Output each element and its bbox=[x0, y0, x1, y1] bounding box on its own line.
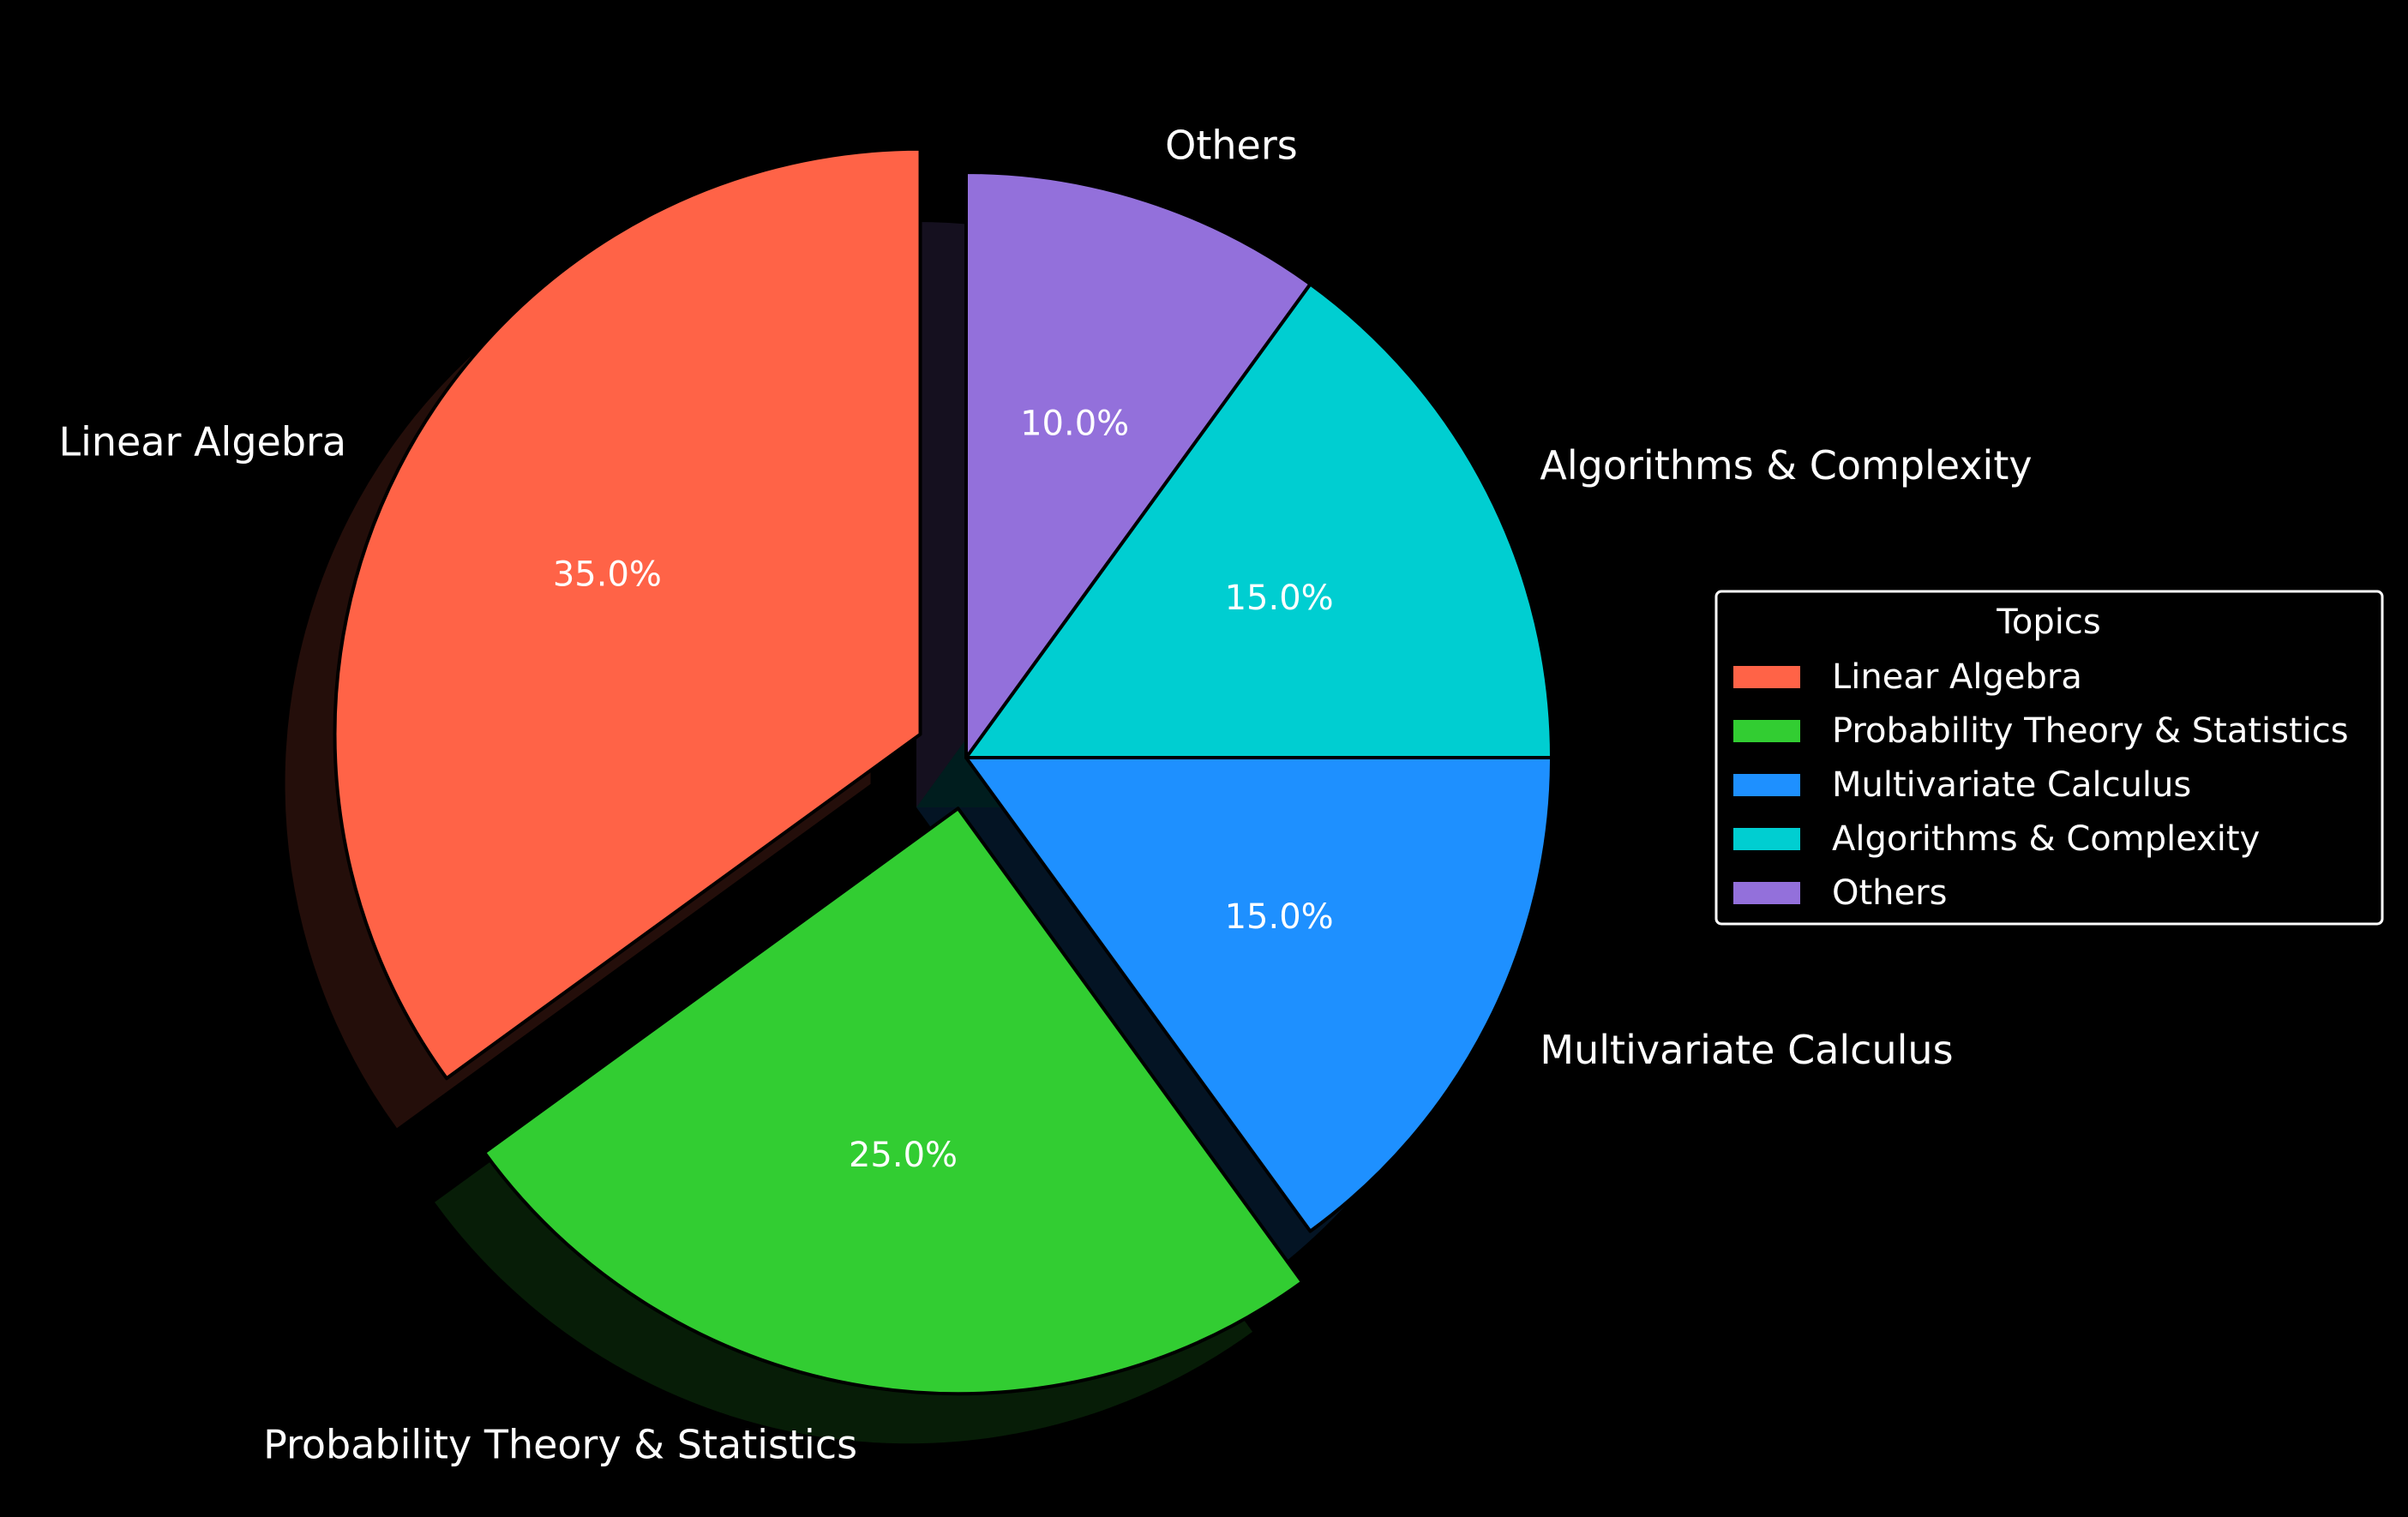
pie-slices bbox=[333, 147, 1553, 1396]
legend-swatch-linear-algebra bbox=[1733, 666, 1800, 688]
slice-others bbox=[964, 171, 1312, 759]
slice-probability-theory-and-statistics bbox=[483, 806, 1305, 1396]
slice-multivariate-calculus bbox=[964, 756, 1553, 1233]
legend-item-probability-theory-and-statistics: Probability Theory & Statistics bbox=[1733, 711, 2349, 751]
legend-label-multivariate-calculus: Multivariate Calculus bbox=[1832, 765, 2191, 805]
legend-label-others: Others bbox=[1832, 873, 1947, 913]
category-label-algorithms-and-complexity: Algorithms & Complexity bbox=[1540, 442, 2032, 489]
percent-label-probability-theory-and-statistics: 25.0% bbox=[849, 1136, 958, 1175]
legend-swatch-algorithms-and-complexity bbox=[1733, 828, 1800, 850]
legend-label-linear-algebra: Linear Algebra bbox=[1832, 657, 2082, 697]
category-label-probability-theory-and-statistics: Probability Theory & Statistics bbox=[263, 1421, 857, 1467]
legend-swatch-multivariate-calculus bbox=[1733, 774, 1800, 796]
category-label-others: Others bbox=[1165, 122, 1298, 168]
slice-linear-algebra bbox=[333, 147, 922, 1081]
legend-item-multivariate-calculus: Multivariate Calculus bbox=[1733, 765, 2191, 805]
legend-item-algorithms-and-complexity: Algorithms & Complexity bbox=[1733, 819, 2260, 859]
legend-item-linear-algebra: Linear Algebra bbox=[1733, 657, 2082, 697]
percent-label-linear-algebra: 35.0% bbox=[553, 555, 662, 595]
category-labels: Linear Algebra Probability Theory & Stati… bbox=[58, 122, 2032, 1467]
percent-label-others: 10.0% bbox=[1020, 404, 1129, 443]
legend-swatch-probability-theory-and-statistics bbox=[1733, 720, 1800, 742]
legend-item-others: Others bbox=[1733, 873, 1947, 913]
percent-label-multivariate-calculus: 15.0% bbox=[1225, 897, 1334, 937]
legend-label-algorithms-and-complexity: Algorithms & Complexity bbox=[1832, 819, 2260, 859]
legend: Topics Linear Algebra Probability Theory … bbox=[1714, 590, 2384, 926]
category-label-multivariate-calculus: Multivariate Calculus bbox=[1540, 1027, 1953, 1073]
legend-swatch-others bbox=[1733, 882, 1800, 904]
percent-label-algorithms-and-complexity: 15.0% bbox=[1225, 579, 1334, 618]
percent-labels: 35.0% 25.0% 15.0% 15.0% 10.0% bbox=[553, 404, 1334, 1175]
category-label-linear-algebra: Linear Algebra bbox=[58, 419, 346, 465]
legend-frame bbox=[1714, 590, 2384, 926]
slice-algorithms-and-complexity bbox=[964, 282, 1553, 759]
legend-label-probability-theory-and-statistics: Probability Theory & Statistics bbox=[1832, 711, 2349, 751]
legend-title: Topics bbox=[1996, 603, 2100, 642]
legend-items: Linear Algebra Probability Theory & Stati… bbox=[1733, 657, 2349, 913]
